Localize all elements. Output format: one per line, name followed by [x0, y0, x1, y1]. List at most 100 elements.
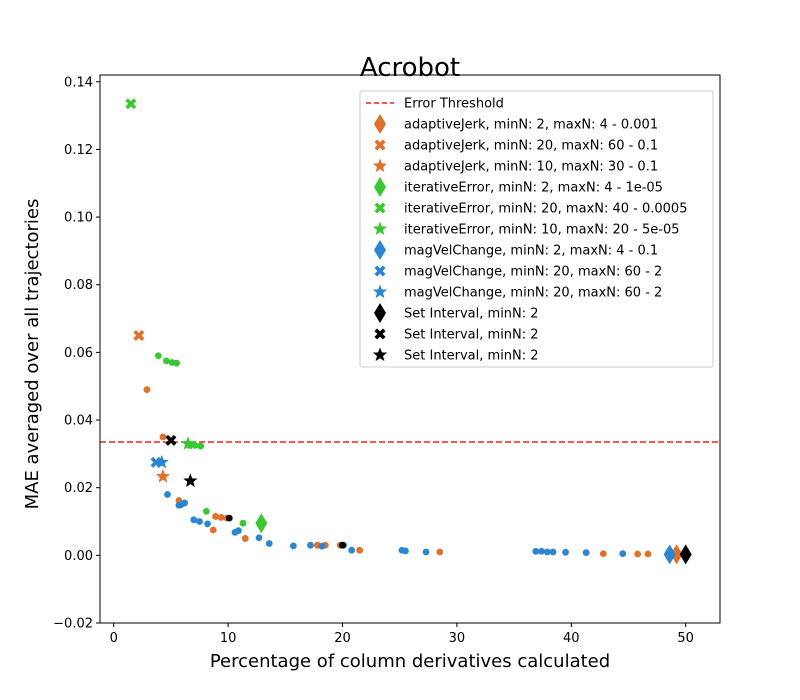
legend-entry-label: adaptiveJerk, minN: 20, maxN: 60 - 0.1 [404, 139, 658, 154]
data-point [204, 520, 211, 528]
data-point [538, 547, 545, 555]
data-point [235, 527, 242, 535]
diamond-marker-point [255, 513, 268, 534]
legend-entry-label: Set Interval, minN: 2 [404, 328, 539, 343]
x-marker-point [165, 434, 177, 446]
x-tick-label: 10 [220, 631, 237, 646]
x-tick-label: 0 [110, 631, 118, 646]
x-axis-label: Percentage of column derivatives calcula… [210, 651, 610, 672]
chart-title: Acrobot [360, 53, 460, 83]
legend-x-symbol [374, 265, 386, 277]
legend-diamond-symbol [374, 114, 386, 134]
y-tick-label: 0.12 [64, 143, 93, 158]
data-point [543, 548, 551, 556]
data-point [196, 518, 203, 525]
data-point [162, 357, 170, 365]
data-point [154, 352, 162, 360]
legend-x-symbol [374, 328, 386, 340]
legend-entry-label: iterativeError, minN: 10, maxN: 20 - 5e-… [404, 223, 680, 238]
data-point [422, 548, 430, 556]
legend-diamond-symbol [374, 177, 386, 197]
data-point [255, 534, 263, 542]
legend-star-symbol [372, 284, 388, 299]
data-point [209, 526, 217, 534]
data-point [225, 514, 233, 522]
star-marker-point [155, 469, 171, 483]
x-marker-point [133, 329, 145, 341]
y-tick-label: 0.10 [64, 211, 93, 226]
y-axis-label: MAE averaged over all trajectories [22, 199, 43, 510]
data-point [212, 513, 219, 520]
legend-entry-label: magVelChange, minN: 2, maxN: 4 - 0.1 [404, 244, 658, 259]
diamond-marker-point [670, 544, 683, 565]
star-marker-point [180, 436, 196, 450]
legend-star-symbol [372, 221, 388, 236]
legend-x-symbol [374, 139, 386, 151]
diamond-marker-point [663, 544, 676, 565]
y-tick-label: −0.02 [53, 617, 93, 632]
legend-box [359, 90, 714, 368]
legend-entry-label: iterativeError, minN: 20, maxN: 40 - 0.0… [404, 202, 687, 217]
x-tick-label: 50 [677, 631, 694, 646]
star-marker-point [154, 454, 169, 469]
data-point [318, 542, 326, 550]
data-point [339, 541, 346, 549]
legend-x-symbol [374, 202, 386, 214]
data-point [644, 550, 652, 558]
legend-entry-label: magVelChange, minN: 20, maxN: 60 - 2 [404, 286, 662, 301]
legend-entry-label: magVelChange, minN: 20, maxN: 60 - 2 [404, 265, 662, 280]
legend-entry-label: Error Threshold [404, 97, 504, 112]
legend-diamond-symbol [374, 240, 386, 260]
legend-entry-label: iterativeError, minN: 2, maxN: 4 - 1e-05 [404, 181, 663, 196]
data-point [173, 359, 181, 367]
legend-entry-label: Set Interval, minN: 2 [404, 307, 539, 322]
data-point [634, 550, 642, 558]
x-tick-label: 30 [449, 631, 466, 646]
data-point [549, 548, 557, 556]
data-point [217, 514, 225, 521]
legend-entry-label: adaptiveJerk, minN: 2, maxN: 4 - 0.001 [404, 118, 658, 133]
data-point [159, 433, 167, 441]
data-point [164, 491, 171, 498]
legend-entry-label: Set Interval, minN: 2 [404, 349, 539, 364]
data-point [348, 546, 356, 554]
data-point [562, 548, 569, 556]
data-point [307, 541, 314, 549]
data-point [599, 550, 607, 558]
data-point [239, 519, 247, 527]
data-point [190, 516, 198, 524]
y-tick-label: 0.04 [64, 414, 93, 429]
x-tick-label: 20 [334, 631, 351, 646]
data-point [191, 442, 199, 449]
plot-marks [100, 98, 720, 565]
legend-star-symbol [372, 347, 388, 362]
data-point [289, 542, 297, 550]
legend-diamond-symbol [374, 303, 386, 323]
legend-star-symbol [372, 158, 388, 173]
y-tick-label: 0.06 [64, 346, 93, 361]
data-point [402, 547, 409, 555]
diamond-marker-point [679, 544, 692, 565]
data-point [436, 548, 444, 556]
legend-entry-label: adaptiveJerk, minN: 10, maxN: 30 - 0.1 [404, 160, 658, 175]
data-point [181, 499, 189, 507]
y-axis: −0.02 0.00 0.02 0.04 0.06 0.08 0.10 0.12 0.14 [53, 75, 100, 632]
x-marker-point [125, 98, 137, 110]
data-point [241, 535, 249, 542]
y-tick-label: 0.00 [64, 549, 93, 564]
data-point [202, 507, 210, 515]
data-point [582, 549, 590, 557]
y-tick-label: 0.02 [64, 481, 93, 496]
y-tick-label: 0.14 [64, 75, 93, 90]
data-point [265, 540, 273, 547]
plot-frame [99, 74, 721, 624]
data-point [619, 550, 627, 558]
y-tick-label: 0.08 [64, 278, 93, 293]
x-axis: 0 10 20 30 40 50 [110, 623, 694, 646]
x-tick-label: 40 [563, 631, 580, 646]
data-point [356, 546, 364, 554]
legend: Error Threshold adaptiveJerk, minN: 2, ma… [359, 90, 714, 368]
data-point [532, 547, 540, 555]
data-point [197, 442, 205, 450]
